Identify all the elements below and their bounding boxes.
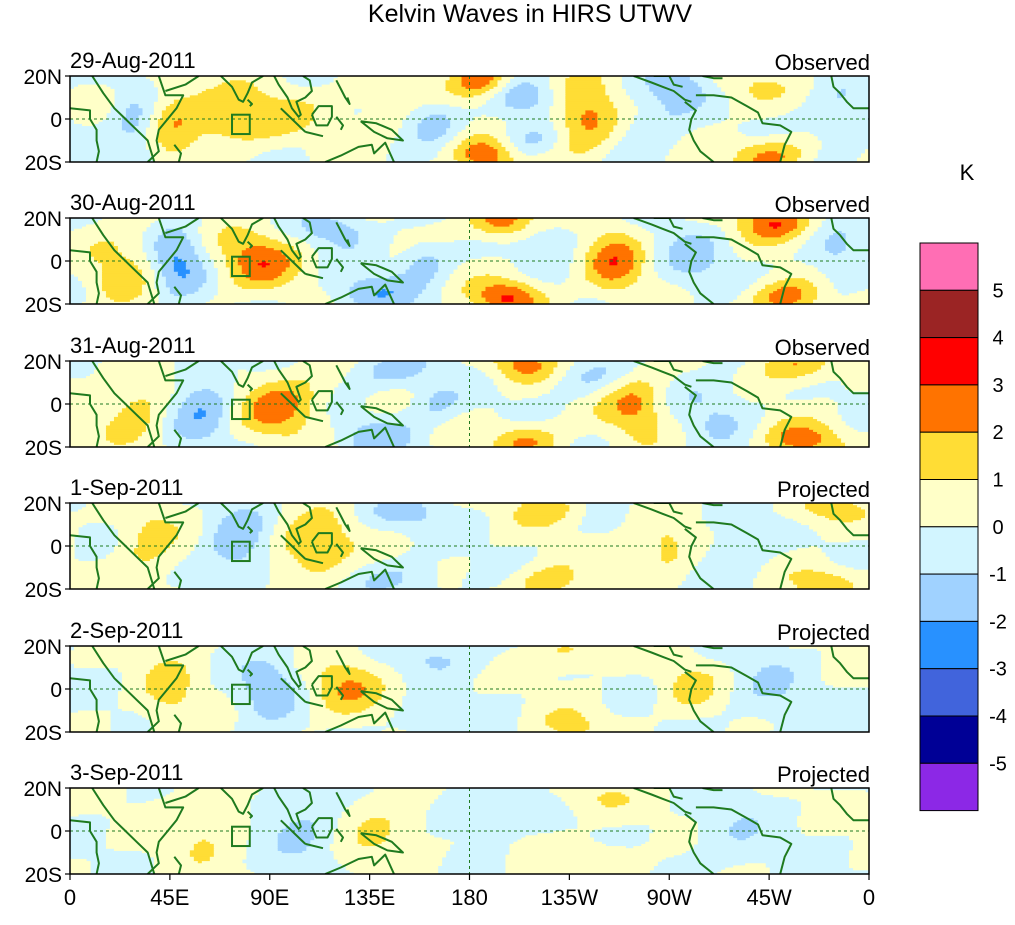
y-tick-label: 20N [23, 351, 62, 374]
colorbar-swatch [919, 479, 979, 528]
y-tick-label: 0 [50, 679, 62, 702]
x-axis: 0 45E 90E 135E 180 135W 90W 45W 0 [64, 874, 875, 910]
coastlines-1 [70, 218, 869, 304]
y-tick-label: 20N [23, 778, 62, 801]
x-tick-label: 0 [863, 885, 875, 910]
colorbar-label: 0 [992, 517, 1003, 539]
chart-title: Kelvin Waves in HIRS UTWV [368, 0, 692, 28]
x-tick-label: 0 [64, 885, 76, 910]
y-tick-label: 20N [23, 66, 62, 89]
y-tick-label: 0 [50, 821, 62, 844]
colorbar-label: 3 [992, 375, 1003, 397]
x-tick-label: 135E [344, 885, 395, 910]
colorbar-label: -5 [989, 753, 1007, 775]
colorbar-swatch [919, 715, 979, 764]
colorbar-label: 1 [992, 470, 1003, 492]
panel-0: 20N 0 20S 29-Aug-2011 Observed [23, 48, 870, 175]
colorbar-swatch [919, 573, 979, 622]
x-tick-label: 45E [150, 885, 189, 910]
colorbar-label: -4 [989, 706, 1007, 728]
y-tick-label: 0 [50, 394, 62, 417]
colorbar-swatch [919, 431, 979, 481]
coastlines-2 [70, 361, 869, 447]
field-1 [70, 218, 869, 304]
panel-4: 20N 0 20S 2-Sep-2011 Projected [23, 618, 870, 745]
region-box-0 [231, 113, 251, 136]
colorbar-swatch [919, 337, 979, 386]
coastlines-4 [70, 646, 869, 732]
colorbar-swatch [919, 289, 979, 339]
panel-date: 31-Aug-2011 [70, 333, 196, 358]
colorbar-label: -2 [989, 611, 1007, 633]
y-tick-label: 20N [23, 493, 62, 516]
region-box-3 [231, 540, 251, 563]
panel-1: 20N 0 20S 30-Aug-2011 Observed [23, 190, 870, 317]
field-4 [70, 646, 869, 732]
colorbar-label: -1 [989, 564, 1007, 586]
y-tick-label: 20S [25, 722, 62, 745]
colorbar-swatch [919, 242, 979, 291]
panel-date: 3-Sep-2011 [70, 760, 183, 785]
panel-label: Projected [777, 762, 870, 787]
y-tick-label: 0 [50, 251, 62, 274]
y-tick-label: 20S [25, 864, 62, 887]
colorbar-swatch [919, 384, 979, 433]
x-tick-label: 90E [250, 885, 289, 910]
region-box-4 [231, 683, 251, 706]
y-tick-label: 0 [50, 109, 62, 132]
colorbar-units: K [960, 160, 975, 185]
colorbar-label: 2 [992, 422, 1003, 444]
panel-2: 20N 0 20S 31-Aug-2011 Observed [23, 333, 870, 460]
panel-date: 29-Aug-2011 [70, 48, 196, 73]
colorbar-swatch [919, 668, 979, 717]
y-tick-label: 20S [25, 152, 62, 175]
panel-label: Observed [775, 192, 870, 217]
y-tick-label: 20S [25, 437, 62, 460]
y-tick-label: 20S [25, 294, 62, 317]
y-tick-label: 20N [23, 208, 62, 231]
region-box-2 [231, 398, 251, 421]
panel-label: Projected [777, 620, 870, 645]
x-tick-label: 180 [451, 885, 488, 910]
colorbar-label: -3 [989, 659, 1007, 681]
colorbar-label: 5 [992, 280, 1003, 302]
colorbar-swatch [919, 526, 979, 575]
panel-label: Projected [777, 477, 870, 502]
region-box-5 [231, 825, 251, 848]
panel-date: 1-Sep-2011 [70, 475, 183, 500]
y-tick-label: 0 [50, 536, 62, 559]
panel-date: 2-Sep-2011 [70, 618, 183, 643]
x-tick-label: 45W [747, 885, 792, 910]
panel-label: Observed [775, 50, 870, 75]
x-tick-label: 90W [647, 885, 692, 910]
y-tick-label: 20S [25, 579, 62, 602]
panels: 20N 0 20S 29-Aug-2011 Observed 20N 0 20S 30-Aug-… [23, 48, 870, 887]
region-box-1 [231, 255, 251, 278]
panel-5: 20N 0 20S 3-Sep-2011 Projected [23, 760, 870, 887]
colorbar-swatch [919, 762, 979, 812]
panel-3: 20N 0 20S 1-Sep-2011 Projected [23, 475, 870, 602]
coastlines-5 [70, 788, 869, 874]
y-tick-label: 20N [23, 636, 62, 659]
coastlines-0 [70, 76, 869, 162]
panel-date: 30-Aug-2011 [70, 190, 196, 215]
colorbar: K 5 4 3 2 1 0 -1 -2 -3 -4 -5 [919, 160, 1007, 812]
x-tick-label: 135W [541, 885, 599, 910]
colorbar-label: 4 [992, 328, 1003, 350]
panel-label: Observed [775, 335, 870, 360]
colorbar-swatch [919, 620, 979, 670]
